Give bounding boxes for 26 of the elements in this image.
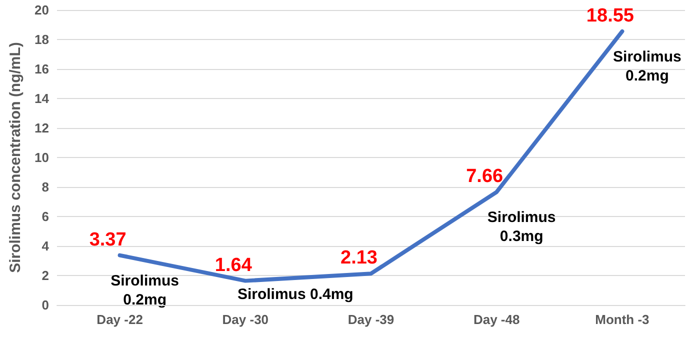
annotation: Sirolimus 0.2mg bbox=[613, 48, 682, 84]
y-tick-label: 4 bbox=[42, 238, 50, 254]
x-tick-label: Day -48 bbox=[473, 312, 520, 327]
data-label: 1.64 bbox=[214, 254, 252, 276]
data-label: 18.55 bbox=[586, 5, 634, 26]
y-tick-label: 0 bbox=[42, 298, 49, 312]
x-tick-label: Day -22 bbox=[96, 312, 143, 327]
y-tick-label: 20 bbox=[34, 2, 49, 18]
y-axis-title: Sirolimus concentration (ng/mL) bbox=[7, 42, 24, 273]
y-tick-label: 12 bbox=[34, 120, 49, 136]
annotation: Sirolimus 0.2mg bbox=[110, 272, 179, 308]
y-tick-label: 18 bbox=[34, 32, 49, 47]
y-tick-label: 6 bbox=[42, 209, 49, 224]
data-label: 2.13 bbox=[340, 248, 378, 269]
data-label: 7.66 bbox=[466, 166, 504, 188]
annotation: Sirolimus 0.4mg bbox=[237, 286, 354, 303]
x-tick-label: Month -3 bbox=[595, 312, 650, 327]
x-tick-label: Day -39 bbox=[348, 312, 394, 327]
y-tick-label: 8 bbox=[42, 180, 49, 194]
y-tick-label: 14 bbox=[34, 91, 50, 106]
y-tick-label: 2 bbox=[42, 268, 49, 283]
y-tick-label: 16 bbox=[34, 62, 49, 76]
annotation: Sirolimus 0.3mg bbox=[487, 209, 556, 246]
y-tick-label: 10 bbox=[34, 150, 49, 165]
x-tick-label: Day -30 bbox=[222, 312, 269, 327]
data-label: 3.37 bbox=[89, 229, 126, 250]
